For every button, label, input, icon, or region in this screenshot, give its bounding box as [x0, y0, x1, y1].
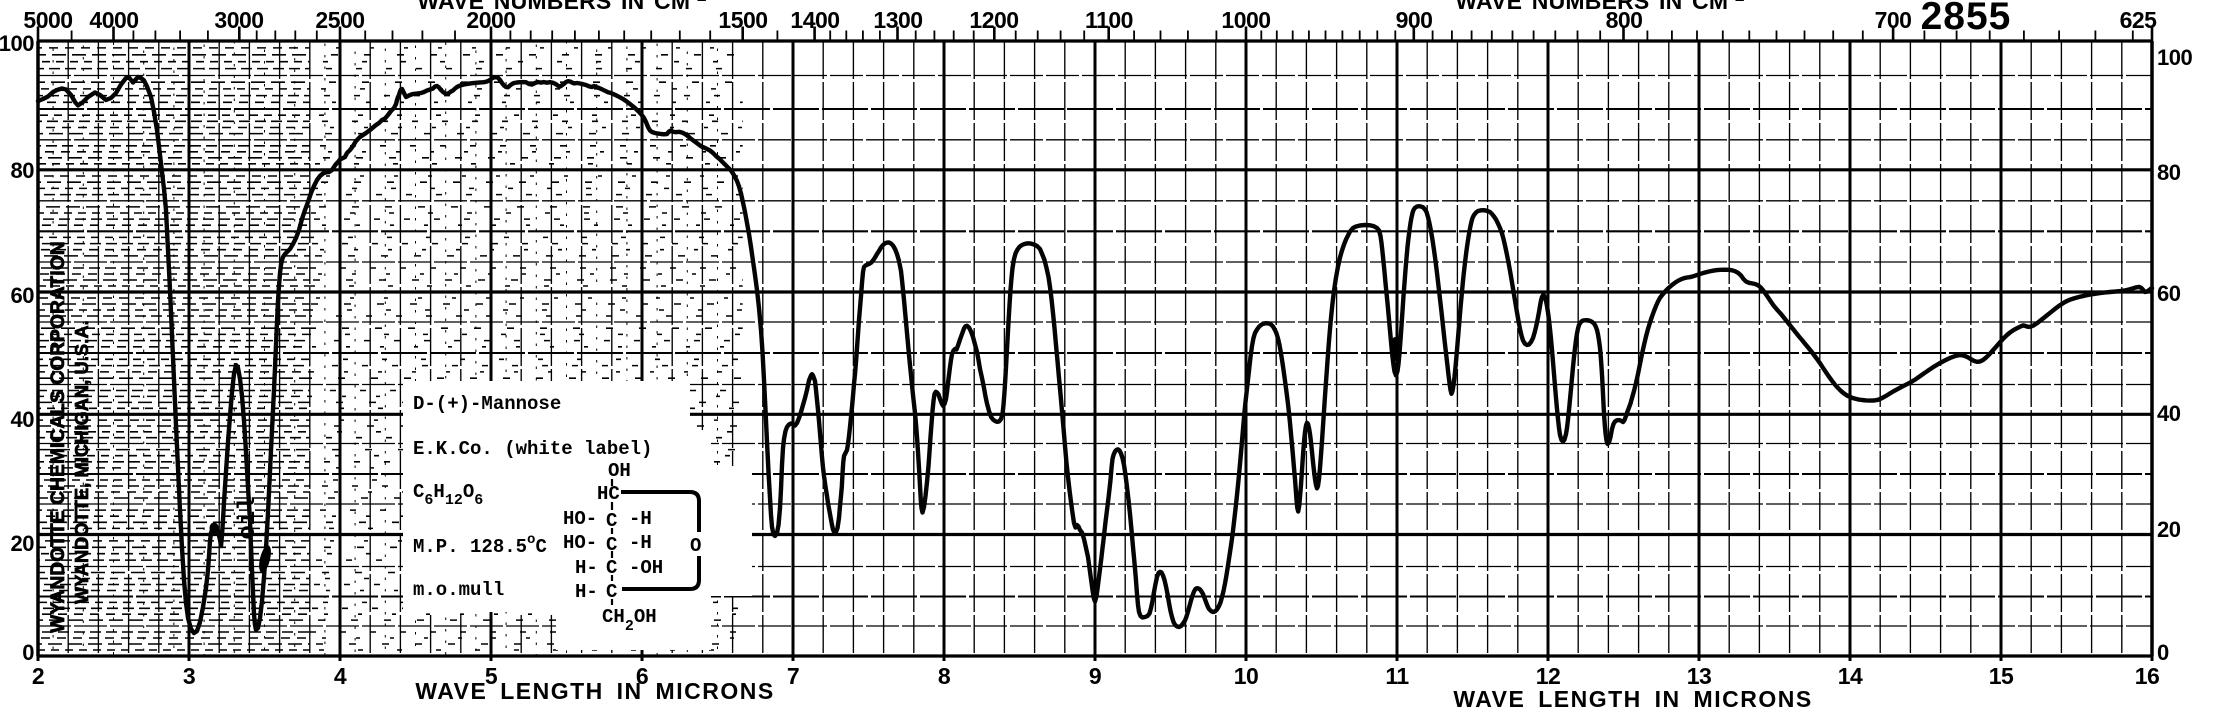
- svg-text:40: 40: [2157, 401, 2181, 426]
- svg-text:11: 11: [1385, 663, 1409, 689]
- svg-text:3: 3: [183, 663, 195, 689]
- svg-text:5: 5: [485, 663, 498, 689]
- svg-text:E.K.Co. (white label): E.K.Co. (white label): [413, 438, 652, 460]
- svg-text:H-: H-: [575, 557, 598, 579]
- svg-text:1400: 1400: [790, 7, 839, 33]
- svg-text:40: 40: [11, 407, 35, 432]
- svg-text:7: 7: [787, 663, 799, 689]
- svg-text:700: 700: [1875, 7, 1912, 33]
- svg-text:WAVE LENGTH IN MICRONS: WAVE LENGTH IN MICRONS: [1453, 686, 1812, 712]
- svg-text:WYANDOTTE CHEMICALS CORPORATIO: WYANDOTTE CHEMICALS CORPORATION: [48, 241, 69, 632]
- svg-text:80: 80: [11, 158, 35, 183]
- svg-text:WYANDOTTE, MICHIGAN, U.S.A.: WYANDOTTE, MICHIGAN, U.S.A.: [72, 320, 92, 604]
- svg-text:m.o.mull: m.o.mull: [413, 579, 504, 601]
- svg-text:60: 60: [2157, 281, 2181, 306]
- svg-text:20: 20: [2157, 517, 2181, 542]
- svg-text:9: 9: [1089, 663, 1101, 689]
- svg-text:8: 8: [938, 663, 951, 689]
- svg-text:100: 100: [2157, 45, 2192, 70]
- svg-text:WAVE NUMBERS IN CM-1: WAVE NUMBERS IN CM-1: [1455, 0, 1744, 14]
- svg-text:14: 14: [1838, 663, 1863, 689]
- svg-text:1000: 1000: [1221, 7, 1270, 33]
- svg-text:0: 0: [2157, 640, 2169, 665]
- svg-text:WAVE LENGTH IN MICRONS: WAVE LENGTH IN MICRONS: [415, 678, 774, 704]
- svg-text:2855: 2855: [1921, 0, 2012, 38]
- svg-text:20: 20: [11, 531, 35, 556]
- svg-text:3000: 3000: [214, 7, 263, 33]
- svg-text:HO-: HO-: [563, 532, 597, 554]
- svg-text:0: 0: [22, 640, 34, 665]
- svg-text:C: C: [606, 557, 617, 579]
- svg-text:80: 80: [2157, 160, 2181, 185]
- svg-text:2: 2: [32, 663, 44, 689]
- svg-text:-H: -H: [629, 532, 652, 554]
- svg-text:-H: -H: [629, 508, 652, 530]
- svg-text:HC: HC: [597, 483, 620, 505]
- svg-text:16: 16: [2135, 663, 2160, 689]
- svg-text:2500: 2500: [315, 7, 364, 33]
- svg-text:-OH: -OH: [629, 557, 663, 579]
- svg-text:6: 6: [636, 663, 648, 689]
- svg-text:1200: 1200: [969, 7, 1018, 33]
- svg-text:12: 12: [1536, 663, 1561, 689]
- svg-text:1300: 1300: [873, 7, 922, 33]
- svg-text:4000: 4000: [89, 7, 138, 33]
- svg-text:900: 900: [1396, 7, 1433, 33]
- svg-text:800: 800: [1606, 7, 1643, 33]
- svg-text:10: 10: [1234, 663, 1259, 689]
- svg-text:C: C: [606, 510, 617, 532]
- svg-text:OH: OH: [608, 460, 631, 482]
- svg-text:C: C: [606, 534, 617, 556]
- svg-text:2000: 2000: [466, 7, 515, 33]
- svg-text:13: 13: [1687, 663, 1712, 689]
- svg-text:CH2OH: CH2OH: [602, 606, 657, 635]
- svg-text:100: 100: [0, 31, 34, 56]
- svg-text:WAVE NUMBERS IN CM-1: WAVE NUMBERS IN CM-1: [417, 0, 706, 14]
- svg-text:625: 625: [2120, 7, 2158, 33]
- svg-text:5000: 5000: [23, 7, 72, 33]
- svg-text:1100: 1100: [1085, 7, 1133, 33]
- svg-text:M.P. 128.5oC: M.P. 128.5oC: [413, 532, 547, 558]
- svg-text:4: 4: [334, 663, 347, 689]
- svg-text:O: O: [690, 535, 701, 557]
- svg-text:15: 15: [1989, 663, 2014, 689]
- svg-text:C: C: [606, 581, 617, 603]
- svg-text:HO-: HO-: [563, 508, 597, 530]
- svg-text:60: 60: [11, 283, 35, 308]
- svg-text:D-(+)-Mannose: D-(+)-Mannose: [413, 393, 561, 415]
- svg-text:H-: H-: [575, 581, 598, 603]
- svg-text:1500: 1500: [718, 7, 767, 33]
